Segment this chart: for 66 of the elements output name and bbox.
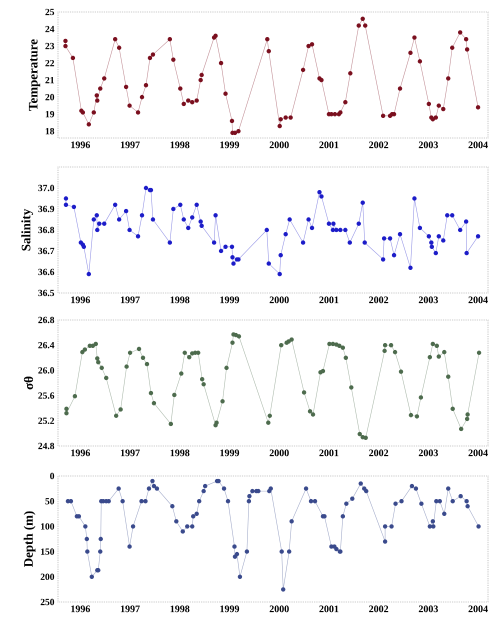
x-tick-label: 2003 <box>418 142 438 148</box>
y-tick-label: 25 <box>45 8 54 16</box>
x-tick-label: 2001 <box>319 450 338 456</box>
x-tick-label: 1997 <box>120 142 140 148</box>
y-tick-label: 36.5 <box>38 290 54 296</box>
x-tick-label: 1998 <box>170 296 190 304</box>
y-tick-label: 100 <box>41 523 54 530</box>
x-tick-label: 2000 <box>270 606 289 612</box>
x-tick-label: 1999 <box>220 450 240 456</box>
x-tick-label: 1999 <box>220 142 240 148</box>
y-tick-label: 200 <box>40 574 54 580</box>
x-tick-label: 1999 <box>220 296 240 304</box>
x-tick-label: 1996 <box>71 142 90 148</box>
y-tick-label: 26.8 <box>38 316 54 324</box>
y-tick-label: 150 <box>41 548 54 555</box>
x-tick-label: 2001 <box>319 296 338 304</box>
y-tick-label: 36.8 <box>38 226 54 234</box>
x-tick-label: 2002 <box>369 450 388 456</box>
x-tick-label: 2004 <box>468 606 488 612</box>
y-tick-label: 26.0 <box>38 367 54 374</box>
x-tick-label: 1996 <box>71 296 90 304</box>
y-tick-label: 20 <box>45 94 54 100</box>
x-tick-label: 2001 <box>319 142 338 148</box>
x-tick-label: 2002 <box>369 606 388 612</box>
y-tick-label: 22 <box>45 60 54 66</box>
x-tick-label: 2004 <box>468 296 488 304</box>
y-tick-label: 21 <box>45 76 54 84</box>
x-tick-label: 1998 <box>170 450 190 456</box>
x-tick-label: 2003 <box>418 296 438 304</box>
y-tick-label: 26.4 <box>38 342 54 348</box>
y-tick-label: 50 <box>45 498 54 504</box>
x-tick-label: 2000 <box>270 450 289 456</box>
x-tick-label: 1997 <box>120 606 140 612</box>
y-tick-label: 24 <box>45 26 54 32</box>
y-tick-label: 36.6 <box>38 268 54 276</box>
y-tick-label: 36.7 <box>38 248 54 254</box>
y-axis-title: Salinity <box>21 208 34 251</box>
y-tick-label: 25.2 <box>38 418 54 424</box>
x-tick-label: 2002 <box>369 296 388 304</box>
x-tick-label: 1999 <box>220 606 240 612</box>
x-tick-label: 2002 <box>369 142 388 148</box>
x-tick-label: 1998 <box>170 142 190 148</box>
y-tick-label: 250 <box>40 598 54 606</box>
x-tick-label: 2003 <box>418 450 438 456</box>
y-axis-title: σθ <box>24 376 34 390</box>
y-axis-title: Depth (m) <box>24 511 36 568</box>
y-tick-label: 36.9 <box>38 206 54 212</box>
y-tick-label: 37.0 <box>38 184 54 192</box>
x-tick-label: 1996 <box>71 450 90 456</box>
x-tick-label: 2000 <box>270 142 289 148</box>
y-tick-label: 0 <box>50 472 54 480</box>
y-tick-label: 23 <box>45 42 54 50</box>
x-tick-label: 1997 <box>120 296 140 304</box>
x-tick-label: 2004 <box>468 142 488 148</box>
y-tick-label: 19 <box>46 110 54 118</box>
y-tick-label: 24.8 <box>38 442 54 450</box>
x-tick-label: 1997 <box>120 450 140 456</box>
y-axis-title: Temperature <box>28 39 40 111</box>
x-tick-label: 2004 <box>468 450 488 456</box>
x-tick-label: 2000 <box>270 296 289 304</box>
x-tick-label: 1998 <box>170 606 190 612</box>
x-tick-label: 2003 <box>418 606 438 612</box>
y-tick-label: 18 <box>46 128 54 134</box>
y-tick-label: 25.6 <box>38 392 54 399</box>
x-tick-label: 1996 <box>71 606 90 612</box>
x-tick-label: 2001 <box>319 606 338 612</box>
